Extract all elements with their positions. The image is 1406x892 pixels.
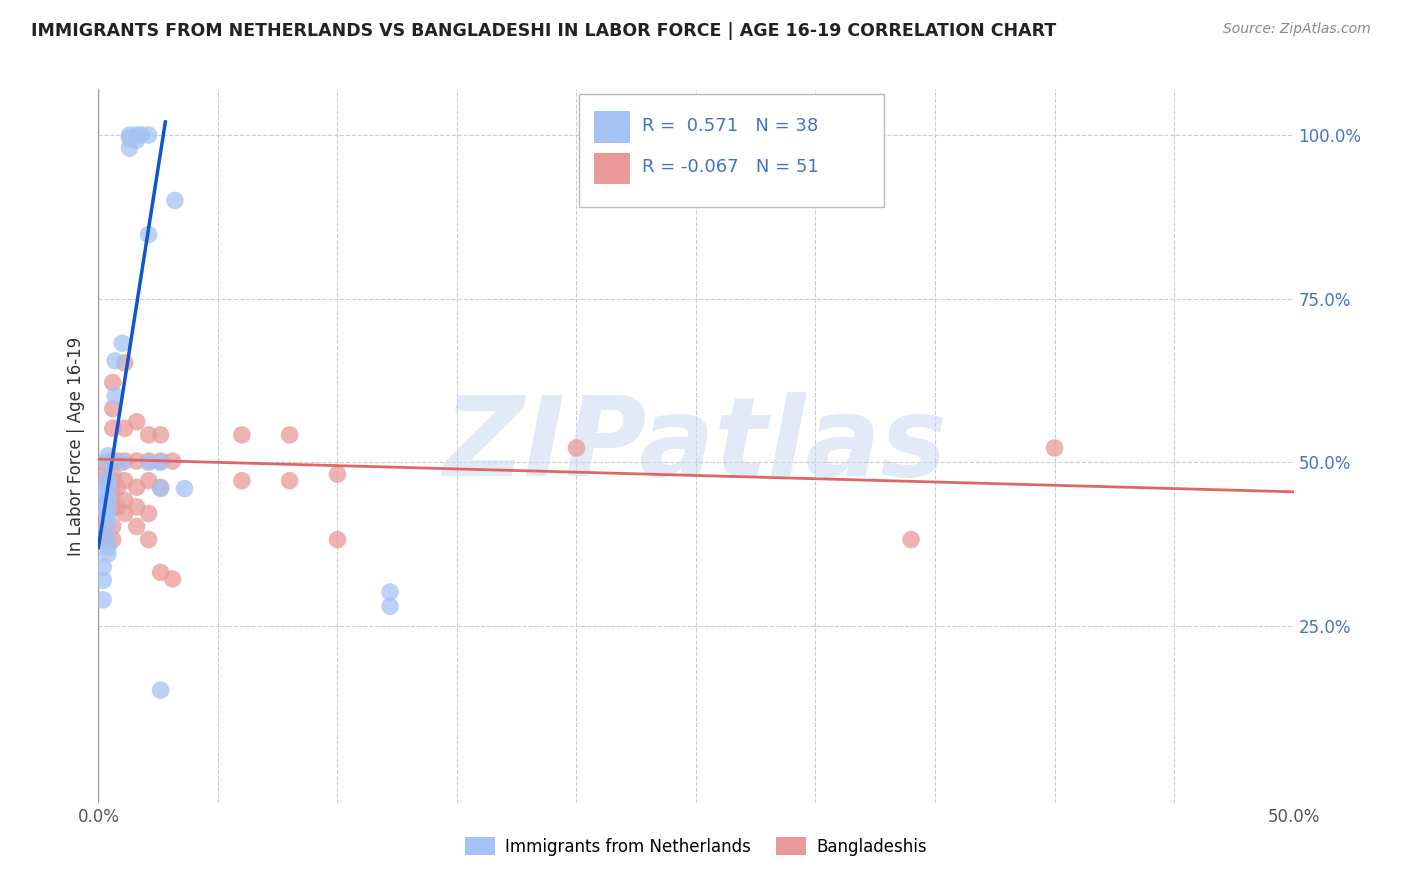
Point <box>118 141 141 155</box>
Point <box>125 415 148 429</box>
Bar <box>595 153 630 184</box>
Point <box>97 449 120 463</box>
Point <box>97 541 120 555</box>
Point <box>101 401 124 416</box>
Point <box>138 128 160 142</box>
Point <box>97 472 120 486</box>
Point <box>101 421 124 435</box>
Point <box>149 455 172 469</box>
Point <box>97 491 120 506</box>
Point <box>97 504 120 518</box>
Legend: Immigrants from Netherlands, Bangladeshis: Immigrants from Netherlands, Bangladeshi… <box>458 830 934 863</box>
Point <box>101 500 124 514</box>
Point <box>104 354 127 368</box>
Point <box>138 454 160 468</box>
Point <box>131 128 153 142</box>
Point <box>118 131 141 145</box>
Point <box>114 493 136 508</box>
Point <box>138 474 160 488</box>
Point <box>114 356 136 370</box>
Point <box>326 467 349 482</box>
Point <box>149 454 172 468</box>
Point <box>94 533 117 547</box>
Point <box>162 454 184 468</box>
Point <box>101 376 124 390</box>
Text: ZIPatlas: ZIPatlas <box>444 392 948 500</box>
Point <box>162 572 184 586</box>
Text: R =  0.571   N = 38: R = 0.571 N = 38 <box>643 117 818 135</box>
Point <box>118 128 141 142</box>
Point <box>138 455 160 469</box>
Point <box>149 566 172 580</box>
FancyBboxPatch shape <box>579 95 883 207</box>
Point <box>97 519 120 533</box>
Y-axis label: In Labor Force | Age 16-19: In Labor Force | Age 16-19 <box>66 336 84 556</box>
Point <box>231 474 253 488</box>
Point <box>149 480 172 494</box>
Point <box>91 501 114 516</box>
Point <box>91 592 114 607</box>
Point <box>97 497 120 511</box>
Text: Source: ZipAtlas.com: Source: ZipAtlas.com <box>1223 22 1371 37</box>
Point <box>94 507 117 521</box>
Point <box>114 421 136 435</box>
Point <box>101 467 124 482</box>
Point <box>94 519 117 533</box>
Point <box>94 467 117 482</box>
Point <box>278 474 301 488</box>
Point <box>565 441 588 455</box>
Point <box>101 487 124 501</box>
Point <box>114 474 136 488</box>
Bar <box>595 112 630 143</box>
Point <box>138 428 160 442</box>
Point <box>138 507 160 521</box>
Point <box>378 599 401 614</box>
Point <box>125 128 148 142</box>
Point <box>97 455 120 469</box>
Point <box>111 336 134 351</box>
Point <box>125 133 148 147</box>
Point <box>97 547 120 561</box>
Point <box>107 480 129 494</box>
Text: IMMIGRANTS FROM NETHERLANDS VS BANGLADESHI IN LABOR FORCE | AGE 16-19 CORRELATIO: IMMIGRANTS FROM NETHERLANDS VS BANGLADES… <box>31 22 1056 40</box>
Point <box>91 560 114 574</box>
Point <box>326 533 349 547</box>
Point <box>125 454 148 468</box>
Point <box>173 482 195 496</box>
Point <box>149 683 172 698</box>
Point <box>97 482 120 496</box>
Point <box>125 480 148 494</box>
Point <box>114 454 136 468</box>
Point <box>231 428 253 442</box>
Point <box>97 476 120 491</box>
Point <box>94 493 117 508</box>
Point <box>138 533 160 547</box>
Point <box>149 482 172 496</box>
Point <box>101 474 124 488</box>
Point <box>107 500 129 514</box>
Point <box>97 509 120 524</box>
Point <box>91 484 114 499</box>
Point <box>114 507 136 521</box>
Point <box>101 454 124 468</box>
Point <box>378 585 401 599</box>
Point <box>163 194 186 208</box>
Point <box>111 455 134 469</box>
Point <box>101 533 124 547</box>
Point <box>101 519 124 533</box>
Point <box>149 428 172 442</box>
Point <box>900 533 922 547</box>
Point <box>94 475 117 489</box>
Point <box>138 227 160 242</box>
Point <box>125 519 148 533</box>
Point <box>125 500 148 514</box>
Point <box>94 455 117 469</box>
Point <box>91 573 114 587</box>
Point <box>107 454 129 468</box>
Point <box>278 428 301 442</box>
Text: R = -0.067   N = 51: R = -0.067 N = 51 <box>643 158 818 176</box>
Point <box>104 388 127 402</box>
Point <box>1043 441 1066 455</box>
Point <box>97 533 120 547</box>
